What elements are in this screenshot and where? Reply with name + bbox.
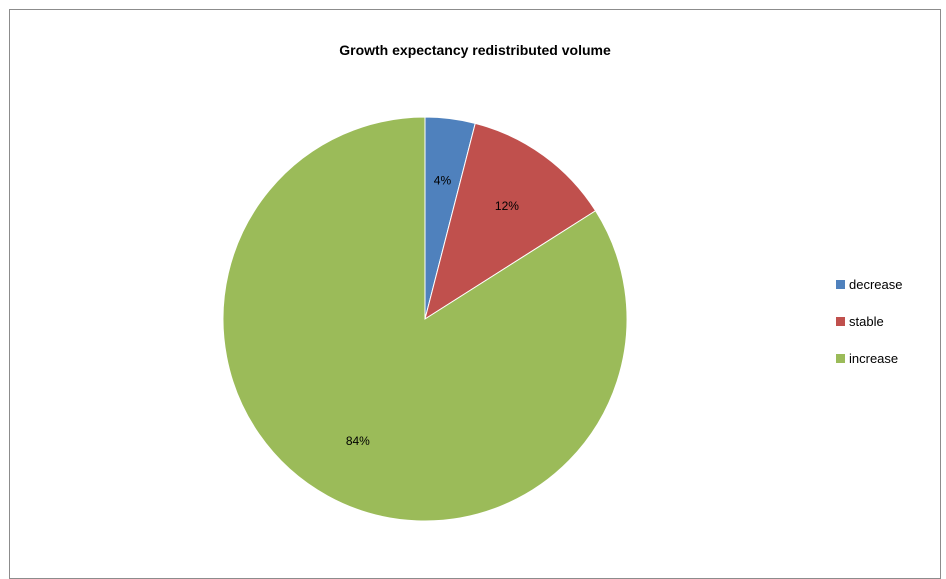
legend-item-decrease: decrease xyxy=(836,275,902,293)
legend-swatch-decrease xyxy=(836,279,845,289)
pie-slices xyxy=(222,116,628,522)
legend-label-stable: stable xyxy=(849,313,884,329)
legend-swatch-increase xyxy=(836,353,845,363)
data-label-decrease: 4% xyxy=(434,174,452,188)
pie-plot: 4% 12% 84% xyxy=(222,116,628,522)
data-label-increase: 84% xyxy=(346,434,370,448)
legend-item-stable: stable xyxy=(836,312,902,330)
legend-label-increase: increase xyxy=(849,350,899,366)
legend-swatch-stable xyxy=(836,316,845,326)
chart-title: Growth expectancy redistributed volume xyxy=(339,42,611,58)
chart-frame: Growth expectancy redistributed volume 4… xyxy=(9,9,941,579)
legend: decrease stable increase xyxy=(836,275,902,386)
pie-labels: 4% 12% 84% xyxy=(346,174,519,448)
data-label-stable: 12% xyxy=(495,199,519,213)
legend-label-decrease: decrease xyxy=(849,276,903,292)
legend-item-increase: increase xyxy=(836,349,902,367)
pie-slice-stable xyxy=(424,122,597,321)
pie-slice-increase xyxy=(222,116,628,522)
